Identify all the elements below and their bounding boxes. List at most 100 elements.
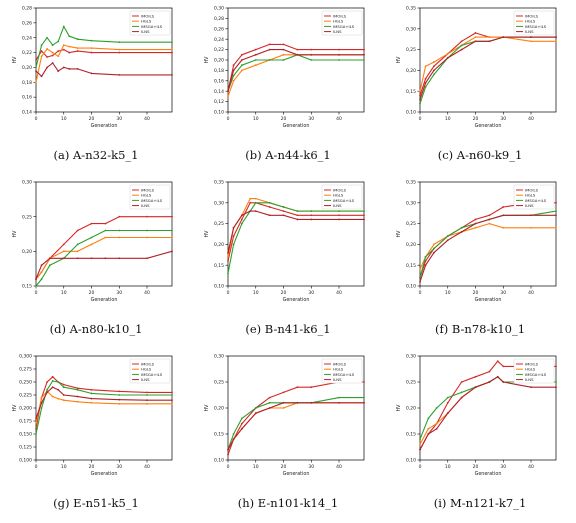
series-point: [240, 59, 243, 61]
series-point: [435, 407, 438, 409]
series-point: [282, 206, 285, 208]
x-tick-label: 10: [445, 116, 451, 122]
series-point: [555, 210, 557, 213]
legend-label: HGLS: [333, 193, 344, 198]
legend-label: IMSGA+ILS: [525, 24, 547, 29]
series-point: [57, 50, 60, 52]
series-point: [51, 375, 54, 378]
series-point: [171, 394, 173, 396]
series-point: [432, 247, 435, 250]
series-line: [419, 214, 556, 282]
series-point: [35, 417, 37, 420]
chart-svg: 0 10 20 30 40 0,10 0,15 0,20 0,25 0,30 0,35 Generat…: [204, 180, 365, 303]
series-point: [68, 35, 71, 38]
series-point: [57, 40, 60, 43]
series-point: [146, 236, 148, 239]
legend-label: IMSGA+ILS: [333, 24, 355, 29]
series-point: [310, 48, 313, 51]
series-point: [254, 53, 257, 56]
series-line: [419, 223, 556, 270]
series-point: [419, 280, 421, 283]
series-point: [424, 255, 427, 258]
series-point: [40, 401, 43, 404]
y-tick-label: 0,24: [214, 37, 224, 43]
series-point: [240, 214, 243, 217]
series-point: [282, 214, 285, 217]
series-point: [118, 51, 121, 54]
chart-svg: 0 10 20 30 40 0,10 0,15 0,20 0,25 0,30 0,35 Generat…: [396, 180, 557, 303]
series-point: [90, 222, 93, 225]
series-point: [146, 402, 148, 405]
series-point: [254, 407, 257, 409]
series-point: [424, 65, 427, 68]
x-tick-label: 0: [227, 290, 230, 296]
series-point: [227, 272, 229, 275]
y-tick-label: 0,25: [22, 214, 32, 220]
series-point: [171, 48, 173, 51]
series-point: [488, 370, 491, 373]
series-point: [171, 399, 173, 402]
series-point: [432, 65, 435, 68]
series-point: [363, 214, 365, 217]
series-point: [62, 25, 65, 28]
series-point: [90, 47, 93, 50]
y-tick-label: 0,25: [406, 221, 416, 227]
chart-panel: 0 10 20 30 40 0,10 0,15 0,20 0,25 0,30 Generation H…: [384, 348, 576, 522]
legend-label: IMOILS: [141, 362, 155, 367]
y-tick-label: 0,10: [406, 110, 416, 116]
series-point: [51, 51, 54, 54]
chart-panel: 0 10 20 30 40 0,10 0,15 0,20 0,25 0,30 0,35 Generat…: [192, 174, 384, 348]
x-tick-label: 0: [419, 290, 422, 296]
legend-box: [129, 184, 171, 210]
series-point: [555, 201, 557, 204]
x-tick-label: 30: [500, 290, 506, 296]
series-point: [338, 396, 340, 399]
series-point: [446, 235, 449, 237]
x-tick-label: 20: [473, 290, 479, 296]
series-point: [62, 383, 65, 386]
series-point: [35, 422, 37, 425]
y-tick-label: 0,26: [214, 26, 224, 32]
series-point: [76, 68, 79, 70]
series-point: [254, 197, 257, 200]
series-point: [118, 390, 121, 393]
series-point: [419, 438, 421, 441]
series-point: [427, 427, 430, 430]
x-tick-label: 20: [281, 116, 287, 122]
series-point: [76, 400, 79, 403]
series-point: [104, 222, 107, 225]
y-tick-label: 0,35: [406, 6, 416, 12]
chart-panel: 0 10 20 30 40 0,10 0,15 0,20 0,25 0,30 0,35 Generat…: [384, 174, 576, 348]
legend-label: IMSGA+ILS: [525, 198, 547, 203]
y-tick-label: 0,225: [19, 393, 32, 399]
y-axis-label: HV: [204, 230, 210, 238]
series-point: [232, 438, 235, 441]
series-point: [62, 66, 65, 69]
series-point: [232, 79, 235, 82]
series-point: [555, 365, 557, 368]
series-point: [432, 243, 435, 246]
x-tick-label: 0: [419, 464, 422, 470]
series-point: [296, 53, 299, 56]
y-axis-label: HV: [204, 404, 210, 412]
series-point: [76, 38, 79, 41]
series-point: [51, 62, 54, 64]
chart-svg: 0 10 20 30 40 0,100 0,125 0,150 0,175 0,200 0,225 0…: [12, 354, 173, 477]
legend-label: IMOILS: [333, 14, 347, 19]
series-point: [118, 229, 121, 232]
series-point: [435, 427, 438, 430]
series-point: [254, 59, 257, 61]
series-point: [57, 397, 60, 400]
series-point: [446, 239, 449, 242]
series-point: [254, 48, 257, 51]
x-tick-label: 30: [500, 116, 506, 122]
series-point: [446, 396, 449, 399]
series-point: [46, 391, 49, 394]
series-point: [338, 48, 340, 51]
series-point: [446, 57, 449, 59]
series-point: [146, 394, 148, 396]
